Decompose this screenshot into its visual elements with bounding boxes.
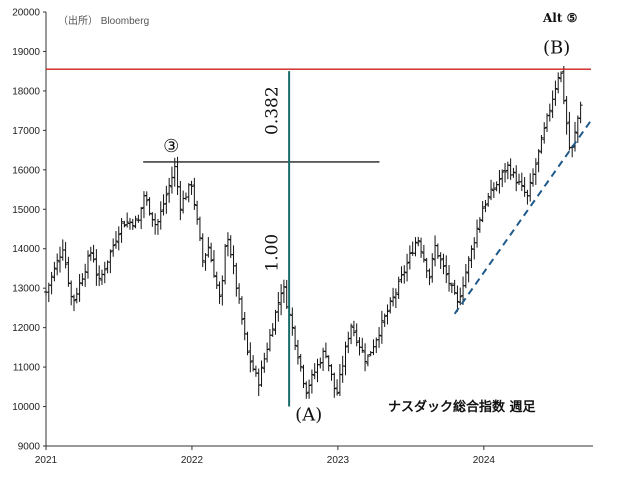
y-tick-label: 19000 [12,47,40,58]
y-tick-label: 13000 [12,284,40,295]
y-tick-label: 9000 [18,442,41,453]
chart-title: ナスダック総合指数 週足 [388,399,537,415]
annotation-fib382: 0.382 [263,86,283,135]
y-tick-label: 11000 [13,363,41,374]
annotation-fib100: 1.00 [263,234,283,272]
chart-axes: 9000 10000 11000 12000 13000 14000 15000 16000 1… [12,8,593,466]
y-tick-label: 10000 [12,402,40,413]
ohlc-bars [44,66,583,399]
alt-wave-label: Alt ⑤ [542,11,578,25]
y-tick-label: 20000 [12,8,40,19]
y-tick-label: 14000 [12,244,40,255]
x-tick-label: 2024 [473,455,496,466]
x-tick-label: 2023 [327,455,350,466]
y-tick-label: 15000 [12,205,40,216]
y-tick-label: 12000 [12,323,40,334]
annotation-wave3: ③ [163,136,179,157]
trend-line [453,119,592,315]
y-tick-label: 17000 [12,126,40,137]
y-tick-label: 16000 [12,165,40,176]
y-tick-label: 18000 [12,86,40,97]
x-tick-label: 2022 [181,455,204,466]
annotation-lines [46,68,592,407]
annotation-pointA: (A) [295,404,322,425]
source-label: （出所） Bloomberg [58,14,149,27]
x-tick-label: 2021 [35,455,58,466]
annotation-labels: ③ (B) (A) 0.382 1.00 [163,37,570,425]
annotation-pointB: (B) [543,37,570,58]
